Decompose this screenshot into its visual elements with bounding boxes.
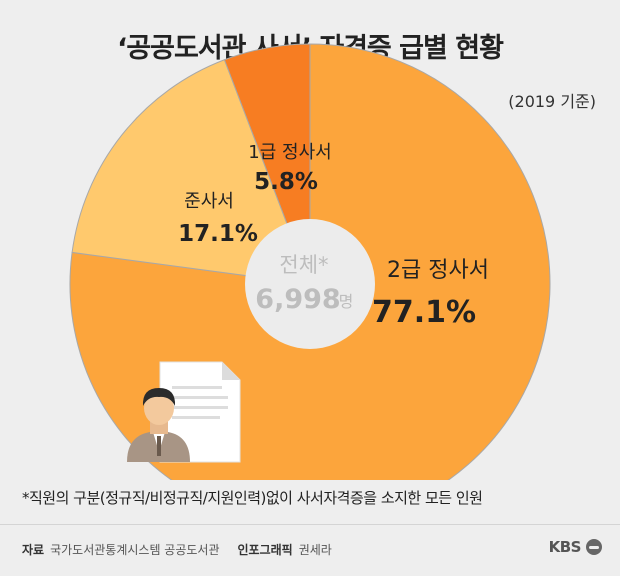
center-label: 전체*: [279, 253, 328, 277]
center-unit: 명: [339, 292, 354, 311]
slice-label-grade2: 2급 정사서: [387, 258, 489, 283]
slice-junior: [71, 59, 311, 285]
footnote: *직원의 구분(정규직/비정규직/지원인력)없이 사서자격증을 소지한 모든 인…: [22, 489, 483, 507]
slice-label-junior: 준사서: [184, 191, 234, 212]
credit-text: 권세라: [298, 543, 332, 557]
source-line: 자료 국가도서관통계시스템 공공도서관 인포그래픽 권세라: [22, 541, 332, 558]
credit-label: 인포그래픽: [237, 543, 293, 557]
source-label: 자료: [22, 543, 45, 557]
chart-center-hole: [245, 219, 375, 349]
person-icon: [127, 388, 190, 462]
basis-year: (2019 기준): [508, 92, 596, 111]
source-text: 국가도서관통계시스템 공공도서관: [50, 543, 220, 557]
slice-label-grade1: 1급 정사서: [248, 142, 331, 163]
divider: [0, 524, 620, 525]
slice-value-grade2: 77.1%: [372, 295, 476, 330]
kbs-logo: KBS: [549, 538, 602, 556]
kbs-logo-icon: [586, 539, 602, 555]
slice-value-junior: 17.1%: [178, 221, 258, 247]
brand-text: KBS: [548, 538, 582, 556]
center-value: 6,998: [255, 284, 340, 315]
donut-chart: 전체* 6,998 명 2급 정사서 77.1% 준사서 17.1% 1급 정사…: [69, 43, 551, 480]
slice-value-grade1: 5.8%: [254, 169, 318, 195]
